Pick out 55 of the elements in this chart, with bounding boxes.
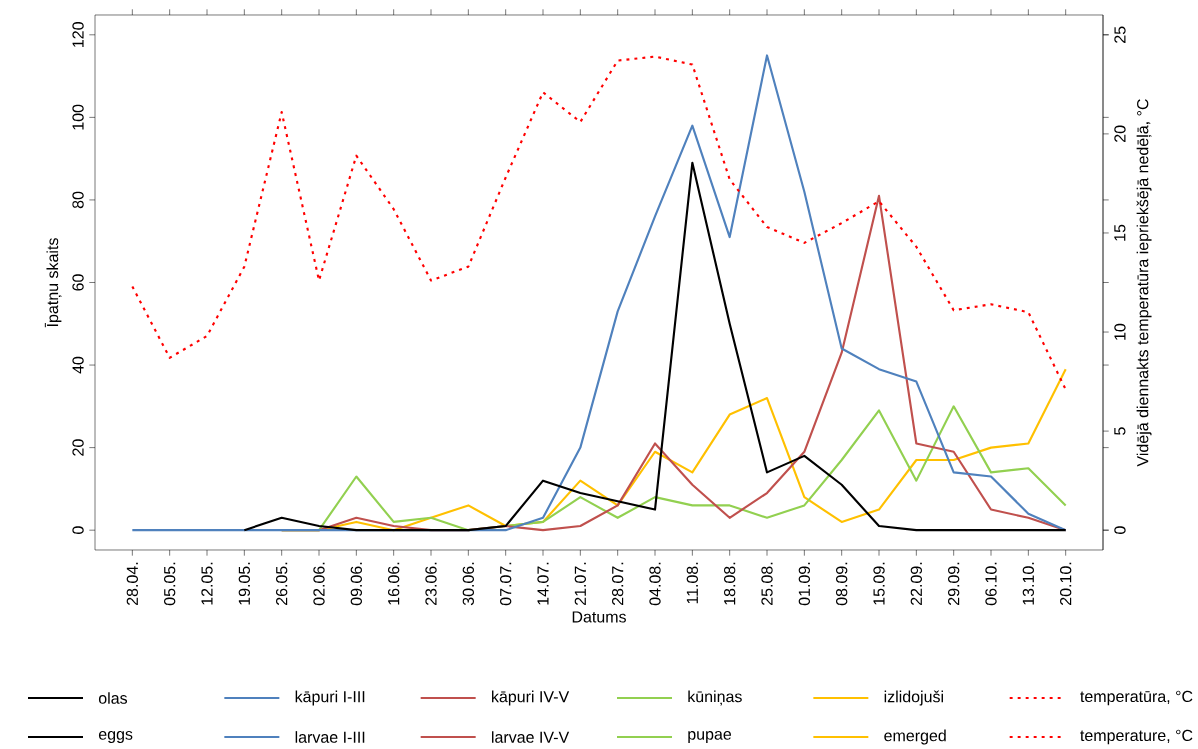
x-tick-label: 16.06. <box>388 562 400 605</box>
x-tick-label: 01.09. <box>798 562 810 606</box>
y-tick-label: 20 <box>72 439 84 456</box>
text: emerged <box>884 729 946 745</box>
x-tick-label: 22.09. <box>910 562 922 605</box>
text: larvae I-III <box>295 731 365 743</box>
x-tick-label: 15.09. <box>873 562 885 605</box>
x-tick-label: 09.06. <box>350 562 362 606</box>
x-axis-title: Datums <box>572 611 626 623</box>
x-tick-label: 23.06. <box>425 562 437 605</box>
y2-axis-title: Vidējā diennakts temperatūra iepriekšējā nedēļā, °C <box>1136 99 1152 467</box>
legend-label: kāpuri I-III <box>295 690 365 706</box>
x-tick-label: 28.04. <box>126 562 138 605</box>
y-tick-label: 80 <box>72 191 84 209</box>
line-series <box>131 55 1067 391</box>
x-tick-label: 26.05. <box>276 562 288 605</box>
y-tick-label: 0 <box>72 526 84 535</box>
x-tick-label: 14.07. <box>537 562 549 605</box>
x-tick-label: 07.07. <box>500 562 512 606</box>
y2-tick-label: 10 <box>1114 323 1126 340</box>
legend-label: temperatūra, °C <box>1080 690 1193 706</box>
x-tick-label: 30.06. <box>462 562 474 606</box>
legend-label: izlidojuši <box>884 690 943 706</box>
legend-label: kūniņas <box>688 690 742 706</box>
y2-tick-label: 25 <box>1114 26 1126 43</box>
y-tick-label: 100 <box>72 104 84 130</box>
x-tick-label: 18.08. <box>724 562 736 605</box>
y-tick-label: 120 <box>72 22 84 47</box>
y-tick-label: 60 <box>72 274 84 291</box>
text: temperature, °C <box>1080 729 1193 745</box>
text: pupae <box>688 731 732 743</box>
text: larvae IV-V <box>492 731 570 743</box>
legend-label: olas <box>98 692 128 704</box>
x-tick-label: 06.10. <box>985 562 997 606</box>
x-tick-label: 21.07. <box>574 562 586 605</box>
x-tick-label: 20.10. <box>1060 562 1072 605</box>
y2-tick-label: 5 <box>1114 427 1126 435</box>
x-tick-label: 25.08. <box>761 562 773 605</box>
y2-tick-label: 20 <box>1114 125 1126 142</box>
x-tick-label: 28.07. <box>612 562 624 605</box>
x-tick-label: 05.05. <box>164 562 176 606</box>
x-tick-label: 29.09. <box>948 562 960 605</box>
x-tick-label: 11.08. <box>686 562 698 604</box>
x-tick-label: 02.06. <box>313 562 325 606</box>
y2-tick-label: 15 <box>1114 224 1126 241</box>
legend-label: kāpuri IV-V <box>492 690 570 706</box>
x-tick-label: 13.10. <box>1022 562 1034 605</box>
y-tick-label: 40 <box>72 356 84 374</box>
x-tick-label: 04.08. <box>649 562 661 606</box>
x-tick-label: 19.05. <box>238 562 250 605</box>
text: eggs <box>98 731 133 743</box>
y2-tick-label: 0 <box>1114 526 1126 534</box>
x-tick-label: 12.05. <box>201 562 213 605</box>
x-tick-label: 08.09. <box>836 562 848 606</box>
y-axis-title: Īpatņu skaits <box>44 238 62 328</box>
